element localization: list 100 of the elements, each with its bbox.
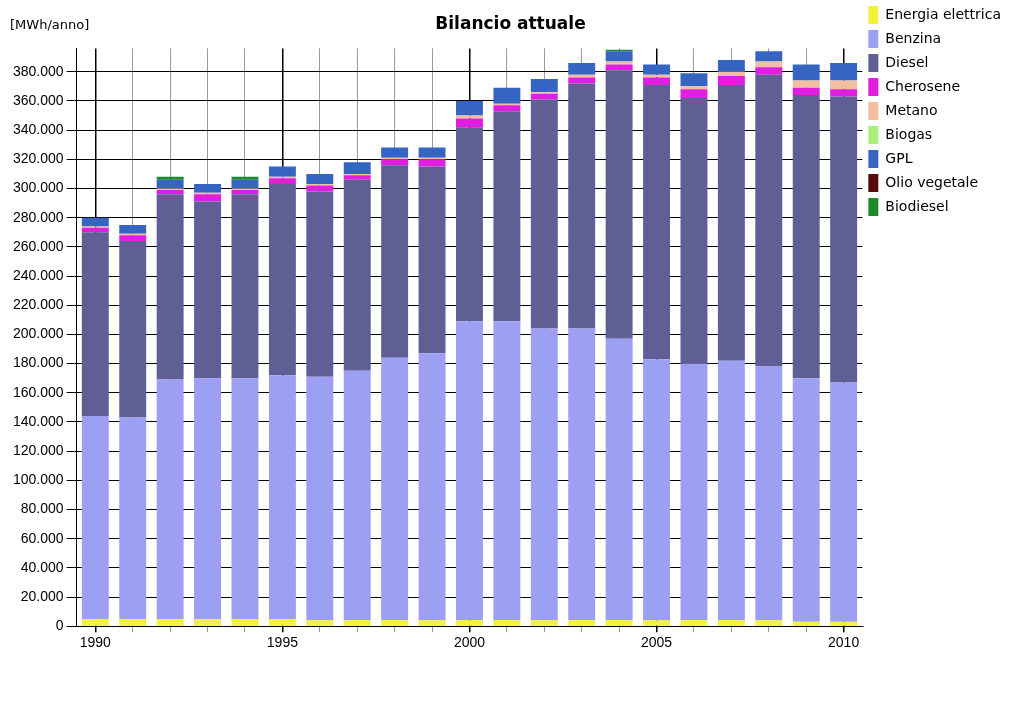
bar — [605, 338, 633, 621]
y-tick-label: 20.000 — [20, 587, 64, 604]
bar — [268, 178, 296, 185]
y-tick-label: 140.000 — [13, 412, 64, 429]
bar — [830, 89, 858, 97]
bar — [81, 618, 109, 626]
bar — [456, 127, 483, 322]
legend-label: Metano — [885, 101, 938, 118]
y-tick-label: 0 — [55, 617, 64, 634]
legend-label: Biogas — [885, 125, 933, 142]
bar — [530, 328, 558, 621]
bar — [493, 620, 521, 626]
bar — [717, 60, 745, 72]
y-tick-label: 160.000 — [13, 383, 64, 400]
y-tick-label: 380.000 — [13, 62, 64, 79]
bar — [830, 96, 858, 383]
bar — [156, 189, 184, 195]
bar — [493, 321, 521, 621]
x-tick-label: 2000 — [453, 634, 486, 651]
bar — [530, 620, 558, 626]
x-tick-label: 2005 — [640, 634, 673, 651]
y-axis-title: [MWh/anno] — [10, 17, 90, 33]
bar — [680, 620, 708, 626]
bar — [568, 620, 596, 626]
bar — [194, 184, 222, 193]
legend-label: Cherosene — [885, 77, 961, 94]
y-tick-label: 40.000 — [20, 558, 64, 575]
bar — [792, 95, 820, 379]
bar — [643, 77, 671, 85]
bar — [792, 621, 820, 626]
y-tick-label: 220.000 — [13, 296, 64, 313]
bar — [381, 159, 409, 166]
bar — [194, 194, 222, 202]
bar — [231, 378, 259, 619]
bar — [231, 176, 259, 180]
bar — [792, 87, 820, 96]
bar — [643, 620, 671, 626]
bar — [381, 620, 409, 626]
y-tick-label: 100.000 — [13, 471, 64, 488]
legend-label: Olio vegetale — [885, 173, 979, 190]
bar — [119, 241, 147, 418]
bar — [605, 64, 633, 71]
bar — [381, 165, 409, 358]
bar — [568, 74, 596, 78]
bar — [306, 191, 334, 377]
bar — [717, 360, 745, 621]
bar — [268, 184, 296, 376]
y-tick-label: 180.000 — [13, 354, 64, 371]
bar — [306, 173, 334, 185]
bar — [456, 118, 483, 128]
y-tick-label: 300.000 — [13, 179, 64, 196]
bar — [418, 159, 446, 167]
bar — [792, 80, 820, 88]
bar — [717, 76, 745, 85]
chart-title: Bilancio attuale — [435, 12, 586, 33]
bar — [418, 353, 446, 621]
legend-label: Benzina — [885, 29, 942, 46]
y-tick-label: 260.000 — [13, 237, 64, 254]
bar — [568, 328, 596, 621]
bar — [194, 201, 222, 379]
bar — [381, 357, 409, 621]
bar — [755, 51, 783, 62]
bar — [456, 321, 483, 621]
bar — [755, 366, 783, 621]
bar — [568, 83, 596, 329]
bar — [792, 378, 820, 622]
bar — [830, 62, 858, 81]
bar — [418, 147, 446, 158]
bar — [755, 67, 783, 75]
bar — [717, 84, 745, 361]
bar — [643, 64, 671, 75]
bar — [680, 73, 708, 87]
bar — [530, 79, 558, 93]
bar — [194, 618, 222, 626]
bar — [830, 80, 858, 90]
bar — [119, 224, 147, 234]
legend-label: Energia elettrica — [885, 5, 1002, 22]
x-tick-label: 1995 — [266, 634, 299, 651]
bar — [643, 84, 671, 360]
bar — [231, 194, 259, 379]
legend-label: Biodiesel — [885, 197, 949, 214]
bar — [81, 217, 109, 227]
bar — [81, 416, 109, 619]
bar — [680, 86, 708, 90]
bar — [717, 71, 745, 77]
bar — [81, 227, 109, 233]
legend-label: Diesel — [885, 53, 929, 70]
bar — [643, 74, 671, 78]
y-tick-label: 320.000 — [13, 150, 64, 167]
bar — [343, 179, 371, 371]
y-tick-label: 80.000 — [20, 500, 64, 517]
bar — [530, 99, 558, 329]
bar — [343, 175, 371, 180]
y-tick-label: 120.000 — [13, 441, 64, 458]
bar — [306, 620, 334, 626]
x-tick-label: 2010 — [828, 634, 860, 651]
bar — [680, 89, 708, 99]
bar — [418, 166, 446, 354]
bar — [343, 162, 371, 174]
y-tick-label: 360.000 — [13, 91, 64, 108]
